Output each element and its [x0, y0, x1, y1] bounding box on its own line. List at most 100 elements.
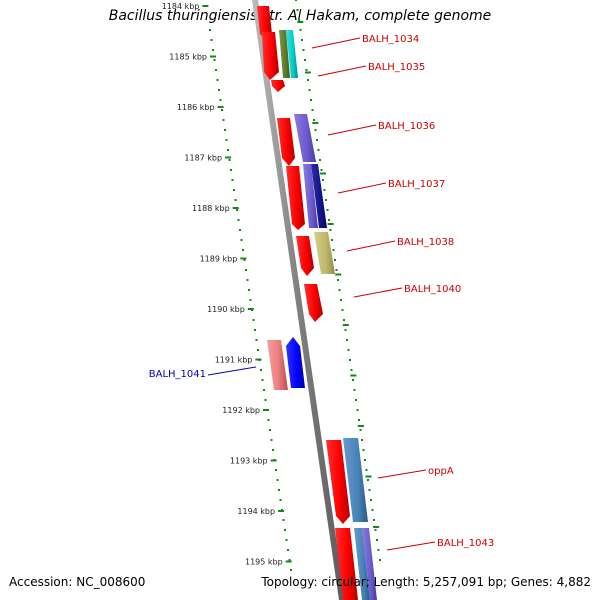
- inner-track-dot: [334, 259, 336, 261]
- inner-track-dot: [368, 489, 371, 491]
- inner-track-dot: [298, 19, 300, 21]
- inner-track-dot: [341, 309, 344, 311]
- outer-track-dot: [227, 149, 229, 151]
- inner-track-dot: [317, 149, 320, 151]
- inner-major-tick: [312, 122, 319, 124]
- inner-track-dot: [307, 79, 309, 81]
- inner-track-dot: [328, 219, 330, 221]
- cds-balh-1037-c[interactable]: [311, 164, 327, 228]
- leader-balh-1038: [346, 240, 396, 252]
- inner-track-dot: [332, 249, 335, 251]
- label-balh-1036[interactable]: BALH_1036: [378, 121, 435, 132]
- inner-major-tick: [365, 475, 372, 478]
- leader-balh-1035: [317, 65, 367, 77]
- inner-track-dot: [379, 559, 381, 561]
- inner-track-dot: [316, 139, 318, 141]
- outer-track-dot: [257, 349, 259, 351]
- cds-balh-1040[interactable]: [304, 284, 323, 322]
- ruler-label: 1193 kbp: [230, 457, 268, 466]
- outer-track-dot: [276, 479, 279, 481]
- cds-balh-1035[interactable]: [271, 80, 285, 92]
- ruler-major-tick: [255, 358, 262, 361]
- inner-track-dot: [331, 239, 333, 241]
- inner-major-tick: [304, 71, 311, 74]
- inner-track-dot: [374, 529, 377, 531]
- outer-track-dot: [221, 109, 223, 111]
- outer-track-dot: [209, 29, 211, 31]
- ruler-label: 1186 kbp: [177, 103, 215, 112]
- cds-oppA-b[interactable]: [343, 438, 368, 522]
- cds-balh-1038-b[interactable]: [314, 232, 335, 274]
- cds-balh-1038-a[interactable]: [296, 236, 314, 276]
- label-balh-1034[interactable]: BALH_1034: [362, 34, 419, 45]
- label-balh-1041[interactable]: BALH_1041: [149, 369, 206, 380]
- label-oppA[interactable]: oppA: [428, 466, 454, 477]
- outer-track-dot: [228, 159, 231, 161]
- cds-balh-1034-a[interactable]: [262, 32, 279, 80]
- label-balh-1038[interactable]: BALH_1038: [397, 237, 454, 248]
- outer-track-dot: [225, 139, 228, 141]
- outer-track-dot: [282, 519, 285, 521]
- inner-track-dot: [305, 69, 308, 71]
- outer-track-dot: [222, 119, 225, 121]
- outer-track-dot: [213, 59, 216, 61]
- inner-track-dot: [295, 0, 297, 1]
- cds-balh-1036-a[interactable]: [277, 118, 295, 166]
- outer-track-dot: [218, 89, 220, 91]
- inner-track-dot: [377, 549, 380, 551]
- ruler-major-tick: [278, 510, 285, 512]
- outer-track-dot: [270, 439, 273, 441]
- cds-balh-1036-b[interactable]: [294, 114, 316, 162]
- cds-balh-1043-b[interactable]: [354, 528, 370, 600]
- ruler-label: 1191 kbp: [215, 356, 253, 365]
- inner-track-dot: [371, 509, 374, 511]
- label-balh-1040[interactable]: BALH_1040: [404, 284, 461, 295]
- inner-track-dot: [365, 469, 368, 471]
- inner-track-dot: [353, 389, 356, 391]
- ruler-label: 1187 kbp: [184, 154, 222, 163]
- inner-track-dot: [325, 199, 327, 201]
- cds-balh-1034-c[interactable]: [286, 30, 298, 78]
- inner-track-dot: [302, 49, 305, 51]
- inner-major-tick: [342, 324, 349, 326]
- outer-track-dot: [267, 419, 270, 421]
- inner-track-dot: [367, 479, 369, 481]
- label-balh-1037[interactable]: BALH_1037: [388, 179, 445, 190]
- cds-balh-1043-c[interactable]: [362, 528, 377, 600]
- cds-balh-1034-fwd[interactable]: [257, 6, 272, 40]
- outer-track-dot: [252, 319, 255, 321]
- outer-track-dot: [230, 169, 232, 171]
- inner-track-dot: [329, 229, 332, 231]
- inner-track-dot: [338, 289, 341, 291]
- ruler-major-tick: [202, 5, 209, 7]
- inner-track-dot: [362, 449, 365, 451]
- inner-track-dot: [340, 299, 342, 301]
- inner-track-dot: [370, 499, 372, 501]
- outer-track-dot: [212, 49, 214, 51]
- cds-oppA-a[interactable]: [326, 440, 350, 524]
- inner-major-tick: [373, 526, 380, 528]
- cds-balh-1041-b[interactable]: [286, 337, 305, 388]
- ruler-major-tick: [240, 257, 247, 260]
- inner-major-tick: [327, 223, 334, 225]
- cds-balh-1041-a[interactable]: [267, 340, 288, 390]
- label-balh-1043[interactable]: BALH_1043: [437, 538, 494, 549]
- inner-major-tick: [350, 374, 357, 377]
- cds-balh-1034-b[interactable]: [279, 30, 290, 78]
- label-balh-1035[interactable]: BALH_1035: [368, 62, 425, 73]
- inner-track-dot: [376, 539, 378, 541]
- ruler-label: 1189 kbp: [200, 255, 238, 264]
- outer-track-dot: [264, 399, 267, 401]
- cds-balh-1037-a[interactable]: [286, 166, 305, 230]
- outer-track-dot: [242, 249, 244, 251]
- inner-track-dot: [299, 29, 302, 31]
- inner-track-dot: [304, 59, 306, 61]
- outer-track-dot: [269, 429, 271, 431]
- cds-balh-1037-b[interactable]: [303, 164, 318, 228]
- gene-labels: BALH_1034 BALH_1035 BALH_1036 BALH_1037 …: [149, 34, 494, 551]
- outer-track-dot: [231, 179, 234, 181]
- cds-balh-1043-a[interactable]: [335, 528, 358, 600]
- outer-track-dot: [216, 79, 219, 81]
- inner-track-dot: [308, 89, 311, 91]
- outer-track-dot: [254, 329, 256, 331]
